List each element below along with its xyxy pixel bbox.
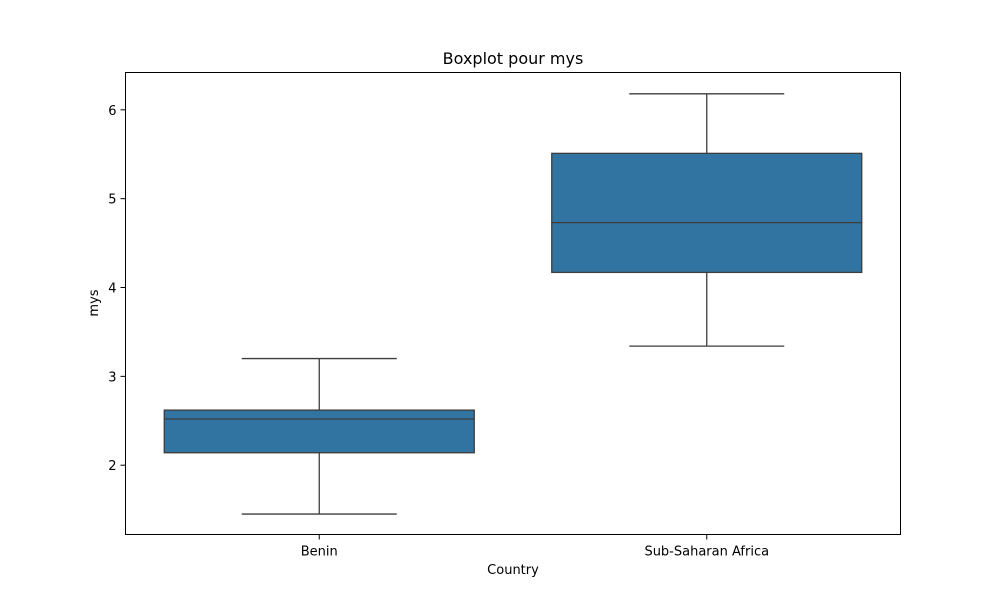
x-tick-label: Sub-Saharan Africa xyxy=(644,545,769,560)
chart-title: Boxplot pour mys xyxy=(443,49,584,68)
plot-frame xyxy=(125,72,901,535)
plot-area: 2 3 4 5 6 Benin Sub-Saharan Africa xyxy=(108,93,863,560)
y-tick-label: 6 xyxy=(108,104,116,119)
y-axis-label: mys xyxy=(87,289,102,316)
x-axis-label: Country xyxy=(487,563,539,578)
y-tick-label: 2 xyxy=(108,459,116,474)
y-tick-label: 3 xyxy=(108,370,116,385)
y-tick-label: 5 xyxy=(108,193,116,208)
iqr-box xyxy=(163,409,475,454)
x-tick-label: Benin xyxy=(301,545,338,560)
y-tick-label: 4 xyxy=(108,282,116,297)
iqr-box xyxy=(551,152,863,274)
